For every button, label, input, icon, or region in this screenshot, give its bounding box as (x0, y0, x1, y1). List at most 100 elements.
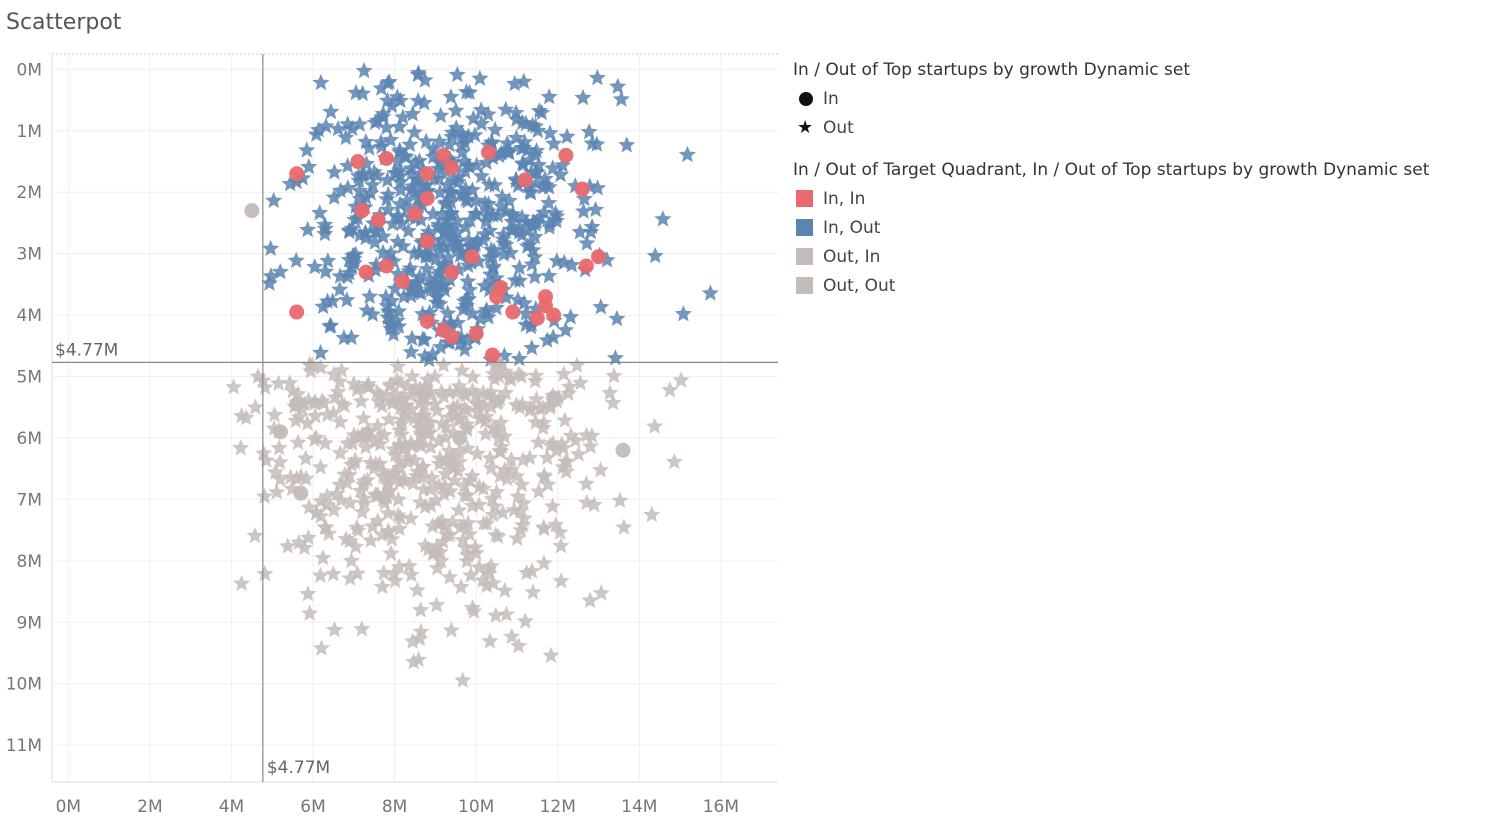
star-point (466, 126, 484, 143)
star-point (455, 476, 473, 493)
star-point (341, 569, 359, 586)
star-point (246, 526, 264, 544)
star-point (364, 305, 382, 322)
star-point (322, 102, 340, 120)
star-point (509, 291, 527, 308)
legend-item-in-in[interactable]: In, In (793, 184, 1429, 213)
circle-point (484, 347, 500, 363)
star-point (430, 432, 448, 449)
y-tick-label: 0M (17, 60, 42, 80)
star-point (349, 209, 367, 226)
star-point (384, 214, 402, 232)
star-point (605, 367, 623, 384)
star-point (409, 64, 427, 81)
star-point (486, 176, 504, 193)
star-point (391, 473, 409, 490)
star-point (358, 471, 376, 488)
star-point (428, 293, 446, 311)
star-point (307, 503, 325, 520)
y-tick-label: 1M (17, 122, 42, 142)
star-point (486, 120, 504, 138)
star-point (325, 621, 344, 638)
legend-item-in[interactable]: In (793, 84, 1190, 113)
star-point (402, 566, 420, 583)
circle-point (578, 258, 594, 274)
circle-point (468, 326, 484, 342)
star-point (416, 536, 434, 553)
color-legend: In / Out of Target Quadrant, In / Out of… (793, 160, 1429, 300)
y-reference-label: $4.77M (55, 340, 118, 360)
star-point (287, 411, 305, 429)
star-point (341, 532, 359, 549)
star-point (390, 143, 408, 160)
star-point (447, 383, 465, 400)
star-point (674, 305, 692, 322)
star-point (341, 222, 359, 240)
circle-point (419, 313, 435, 329)
star-point (335, 329, 353, 346)
star-point (347, 83, 365, 101)
star-point (441, 482, 459, 499)
star-point (611, 491, 629, 508)
star-point (464, 599, 482, 616)
star-point (539, 475, 557, 492)
star-point (604, 394, 622, 411)
legend-item-in-out[interactable]: In, Out (793, 213, 1429, 242)
x-tick-label: 16M (703, 797, 739, 817)
star-point (290, 533, 308, 550)
star-point (403, 367, 421, 384)
star-point (379, 504, 397, 521)
star-point (373, 577, 391, 595)
legend-item-out-in[interactable]: Out, In (793, 242, 1429, 271)
star-point (421, 423, 439, 440)
star-point (416, 497, 434, 515)
star-point (271, 263, 289, 280)
star-point (382, 316, 400, 333)
scatter-plot[interactable]: $4.77M $4.77M 0M 2M 4M 6M 8M 10M 12M 14M 16M 0M 1M 2… (0, 0, 790, 819)
star-point (449, 314, 467, 331)
star-point (592, 298, 610, 315)
star-point (463, 304, 481, 321)
star-point (355, 62, 373, 79)
star-point (385, 565, 403, 582)
star-point (379, 200, 397, 218)
circle-point (378, 258, 394, 274)
star-point (452, 185, 470, 202)
star-point (472, 167, 490, 184)
star-point (399, 222, 417, 239)
star-point (372, 79, 390, 96)
x-tick-label: 14M (621, 797, 657, 817)
circle-point (244, 203, 260, 219)
star-point (390, 558, 408, 575)
star-point (460, 281, 478, 298)
star-point (524, 583, 542, 600)
star-point (598, 251, 616, 268)
star-point (338, 474, 356, 491)
star-point (479, 105, 497, 122)
star-point (405, 410, 423, 427)
star-point (386, 445, 404, 463)
star-point (487, 606, 505, 623)
star-point (577, 474, 595, 492)
star-point (588, 69, 606, 86)
star-point (468, 395, 486, 412)
star-point (331, 444, 349, 461)
star-point (581, 591, 599, 608)
star-point (249, 367, 267, 384)
star-point (391, 421, 409, 438)
star-point (589, 179, 607, 196)
y-tick-label: 11M (6, 736, 42, 756)
star-point (312, 73, 330, 91)
legend-item-out-out[interactable]: Out, Out (793, 271, 1429, 300)
star-point (547, 441, 565, 458)
star-point (353, 620, 371, 637)
circle-point (350, 154, 366, 170)
star-point (430, 455, 448, 472)
star-point (256, 487, 274, 504)
star-point (378, 118, 396, 135)
star-point (411, 629, 429, 647)
circle-icon (799, 91, 813, 106)
legend-item-out[interactable]: ★ Out (793, 113, 1190, 142)
star-point (552, 537, 570, 554)
star-point (535, 203, 553, 220)
